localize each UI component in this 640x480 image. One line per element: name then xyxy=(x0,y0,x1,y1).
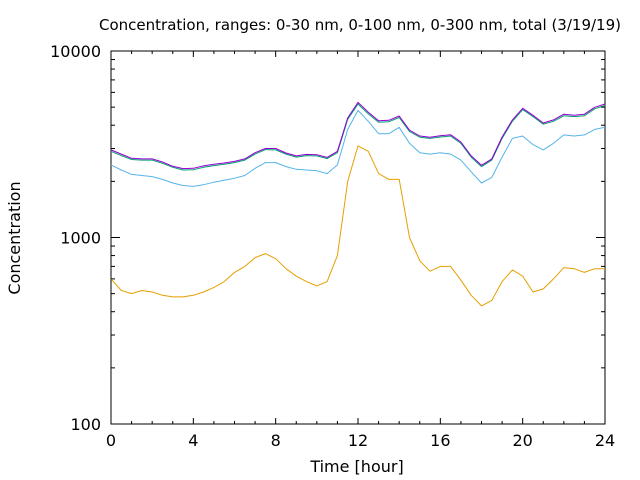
x-tick-label-5: 20 xyxy=(512,431,532,450)
x-tick-label-6: 24 xyxy=(595,431,615,450)
series-line-1 xyxy=(110,109,606,187)
plot-area xyxy=(110,50,606,425)
series-line-3 xyxy=(110,101,606,170)
series-line-0 xyxy=(110,145,605,307)
x-tick-label-2: 8 xyxy=(271,431,281,450)
x-tick-label-3: 12 xyxy=(348,431,368,450)
x-axis-label: Time [hour] xyxy=(309,457,403,476)
y-axis-label: Concentration xyxy=(5,181,24,294)
x-tick-label-4: 16 xyxy=(430,431,450,450)
y-tick-label-0: 100 xyxy=(70,415,101,434)
series-line-2 xyxy=(110,103,606,171)
plot-frame xyxy=(110,50,606,425)
x-tick-label-1: 4 xyxy=(188,431,198,450)
series-layer xyxy=(110,101,606,307)
y-tick-label-2: 10000 xyxy=(50,42,101,61)
ticks-layer: 0 4 8 12 16 20 24 100 1000 10000 xyxy=(50,42,615,450)
x-tick-label-0: 0 xyxy=(106,431,116,450)
y-tick-label-1: 1000 xyxy=(60,229,101,248)
chart-title: Concentration, ranges: 0-30 nm, 0-100 nm… xyxy=(99,16,621,34)
